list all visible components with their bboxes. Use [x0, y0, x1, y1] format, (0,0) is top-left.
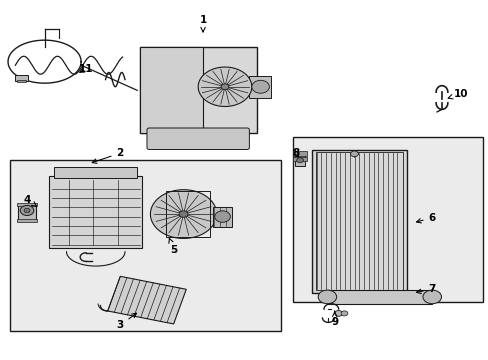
- Polygon shape: [198, 67, 251, 107]
- Circle shape: [221, 84, 228, 90]
- Circle shape: [24, 208, 30, 213]
- Bar: [293, 137, 483, 302]
- FancyBboxPatch shape: [147, 128, 249, 149]
- Text: 10: 10: [447, 89, 468, 99]
- Circle shape: [251, 80, 269, 93]
- Text: 3: 3: [116, 313, 136, 330]
- Bar: [166, 191, 210, 237]
- Circle shape: [350, 151, 358, 157]
- Text: 6: 6: [416, 213, 435, 223]
- Bar: [311, 149, 406, 293]
- Circle shape: [179, 211, 187, 217]
- Bar: [292, 151, 307, 156]
- Bar: [54, 167, 137, 178]
- Polygon shape: [150, 190, 216, 238]
- Bar: [212, 207, 232, 226]
- Circle shape: [214, 211, 230, 222]
- Bar: [294, 152, 305, 166]
- Bar: [15, 75, 27, 81]
- Text: 9: 9: [330, 311, 338, 327]
- Text: 11: 11: [79, 64, 93, 74]
- Text: 1: 1: [199, 15, 206, 32]
- Circle shape: [318, 290, 336, 304]
- Bar: [140, 47, 203, 134]
- Bar: [292, 157, 307, 161]
- Bar: [18, 204, 36, 221]
- Bar: [315, 152, 402, 290]
- Circle shape: [340, 311, 347, 316]
- Text: 8: 8: [291, 148, 299, 158]
- Bar: [49, 176, 142, 248]
- Text: 7: 7: [416, 284, 435, 294]
- Bar: [249, 76, 271, 98]
- Text: 4: 4: [24, 195, 37, 206]
- Bar: [327, 290, 431, 304]
- Circle shape: [422, 290, 441, 304]
- Text: 2: 2: [92, 148, 123, 163]
- Circle shape: [334, 311, 342, 316]
- Bar: [140, 47, 256, 134]
- Bar: [17, 80, 25, 82]
- Text: 5: 5: [168, 238, 177, 255]
- Bar: [17, 203, 37, 206]
- Polygon shape: [107, 276, 186, 324]
- Circle shape: [20, 206, 34, 216]
- Bar: [17, 220, 37, 222]
- Circle shape: [296, 158, 303, 163]
- Bar: [10, 160, 281, 330]
